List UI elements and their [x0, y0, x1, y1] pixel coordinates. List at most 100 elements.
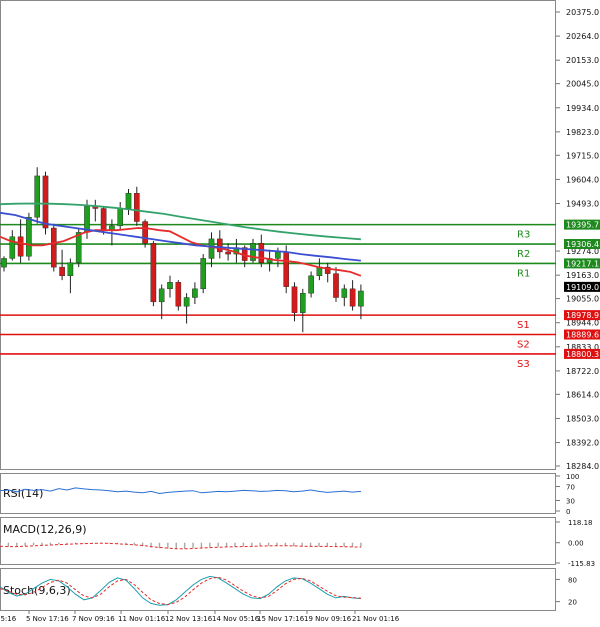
price-tick-label: 18284.0: [566, 462, 599, 471]
candle-body: [59, 266, 65, 277]
price-tick-label: 18722.0: [566, 367, 599, 376]
level-value-box: [564, 348, 600, 359]
price-panel-frame: [0, 0, 556, 470]
ma-line: [0, 202, 361, 241]
level-value-box: [564, 310, 600, 321]
candle-body: [26, 216, 32, 257]
price-tick-label: 19274.0: [566, 247, 599, 256]
candle-body: [324, 266, 331, 274]
ma-line: [0, 211, 361, 262]
candle-body: [42, 175, 49, 229]
price-tick-label: 20045.0: [566, 80, 599, 89]
level-value-box: [564, 219, 600, 230]
candle-body: [100, 208, 107, 231]
candle-body: [216, 238, 223, 253]
candle-body: [208, 238, 215, 259]
candle-body: [183, 297, 190, 307]
price-tick-label: 18503.0: [566, 414, 599, 423]
price-tick-label: 19055.0: [566, 295, 599, 304]
time-tick-label: 21 Nov 01:16: [352, 615, 400, 623]
candle-body: [341, 288, 348, 298]
candle-body: [192, 288, 198, 298]
price-tick-label: 19934.0: [566, 104, 599, 113]
level-value-box: [564, 239, 600, 250]
price-tick-label: 19493.0: [566, 200, 599, 209]
candle-body: [283, 251, 290, 287]
stoch-tick-label: 80: [568, 576, 577, 584]
candle-body: [275, 251, 281, 259]
current-price-box: [564, 281, 600, 292]
stoch-d-line: [0, 576, 361, 606]
candle-body: [75, 232, 82, 263]
price-tick-label: 19604.0: [566, 175, 599, 184]
candle-body: [150, 243, 157, 303]
time-tick-label: 05:16: [0, 615, 17, 623]
moving-averages: [0, 202, 362, 277]
candle-body: [142, 221, 148, 244]
candle-body: [17, 236, 24, 257]
pivot-levels: R3 19395.7 R2 19306.4 R1 19217.1 S1 18978.9 S2 18…: [0, 219, 600, 370]
rsi-panel: RSI(14) 100 70 30 0: [0, 473, 579, 516]
price-axis: 20375.0 20264.0 20153.0 20045.0 19934.0 19823…: [556, 8, 599, 471]
candle-body: [67, 262, 74, 277]
price-tick-label: 18392.0: [566, 439, 599, 448]
level-value-label: 18800.3: [566, 350, 599, 359]
candle-body: [34, 175, 40, 218]
candle-body: [250, 243, 256, 261]
rsi-tick-label: 30: [566, 498, 575, 506]
candle-body: [117, 208, 123, 227]
level-name-s1: S1: [517, 320, 530, 331]
macd-label: MACD(12,26,9): [3, 523, 87, 536]
level-name-r2: R2: [517, 249, 530, 260]
ma-line: [0, 227, 362, 277]
time-tick-label: 19 Nov 09:16: [304, 615, 352, 623]
candle-body: [175, 282, 182, 307]
candle-body: [133, 193, 140, 222]
level-name-r3: R3: [517, 230, 530, 241]
level-value-label: 19217.1: [566, 259, 599, 268]
level-name-s3: S3: [517, 359, 530, 370]
time-tick-label: 14 Nov 05:16: [212, 615, 260, 623]
candle-body: [258, 243, 265, 263]
rsi-panel-frame: [0, 473, 556, 514]
candle-body: [349, 288, 356, 307]
level-value-label: 18889.6: [566, 331, 599, 340]
rsi-tick-label: 0: [566, 508, 570, 516]
time-tick-label: 7 Nov 09:16: [72, 615, 115, 623]
stoch-tick-label: 20: [568, 599, 577, 607]
stoch-label: Stoch(9,6,3): [3, 584, 71, 597]
level-value-label: 19306.4: [566, 240, 599, 249]
stoch-panel: Stoch(9,6,3) 80 20: [0, 575, 577, 607]
macd-tick-label: -115.83: [568, 560, 595, 568]
price-tick-label: 20153.0: [566, 56, 599, 65]
rsi-tick-label: 100: [566, 473, 579, 481]
macd-panel-frame: [0, 517, 556, 565]
level-value-label: 18978.9: [566, 311, 599, 320]
price-tick-label: 18944.0: [566, 319, 599, 328]
level-value-box: [564, 258, 600, 269]
price-tick-label: 20264.0: [566, 32, 599, 41]
candle-body: [308, 275, 314, 294]
candle-body: [51, 227, 57, 268]
macd-tick-label: 0.00: [568, 540, 584, 548]
candle-body: [291, 286, 298, 313]
time-tick-label: 15 Nov 17:16: [257, 615, 305, 623]
candle-body: [358, 290, 364, 307]
candle-body: [125, 193, 132, 209]
macd-panel: MACD(12,26,9) 118.18 0.00 -115.83: [0, 519, 595, 568]
level-name-s2: S2: [517, 340, 530, 351]
rsi-tick-label: 70: [566, 484, 575, 492]
level-value-box: [564, 329, 600, 340]
price-tick-label: 19163.0: [566, 271, 599, 280]
candle-body: [1, 258, 7, 268]
price-tick-label: 18833.0: [566, 343, 599, 352]
candle-body: [158, 288, 165, 303]
current-price-label: 19109.0: [566, 283, 599, 292]
candle-body: [225, 251, 231, 255]
candle-body: [9, 236, 16, 259]
price-tick-label: 19715.0: [566, 151, 599, 160]
rsi-line: [0, 487, 361, 495]
